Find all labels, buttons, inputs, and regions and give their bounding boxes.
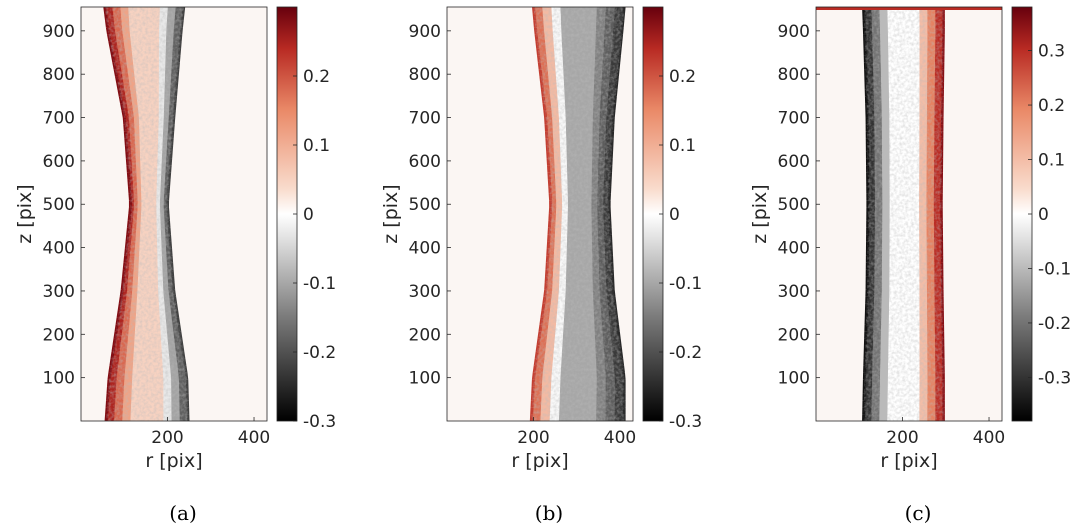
y-tick-label: 400 bbox=[43, 239, 75, 259]
colorbar-tick-label: 0.2 bbox=[303, 67, 330, 87]
panel-caption: (c) bbox=[905, 501, 932, 525]
y-tick-label: 700 bbox=[409, 109, 441, 129]
colorbar-tick-label: 0 bbox=[669, 205, 680, 225]
colorbar-tick-label: 0 bbox=[1038, 205, 1049, 225]
colorbar-tick-label: 0.1 bbox=[1038, 151, 1065, 171]
panel-caption: (a) bbox=[169, 501, 197, 525]
panel-caption: (b) bbox=[535, 501, 563, 525]
y-tick-label: 200 bbox=[409, 325, 441, 345]
y-tick-label: 300 bbox=[43, 282, 75, 302]
y-axis-title: z [pix] bbox=[749, 184, 771, 243]
y-tick-label: 600 bbox=[409, 152, 441, 172]
y-tick-label: 900 bbox=[409, 22, 441, 42]
x-tick-label: 200 bbox=[151, 428, 183, 448]
speckle-texture bbox=[104, 7, 189, 421]
colorbar-tick-label: -0.3 bbox=[303, 412, 336, 432]
y-tick-label: 400 bbox=[778, 239, 810, 259]
x-tick-label: 200 bbox=[886, 428, 918, 448]
axes-box bbox=[446, 6, 634, 422]
y-tick-label: 800 bbox=[409, 65, 441, 85]
colorbar-tick-label: -0.1 bbox=[669, 274, 702, 294]
y-tick-label: 900 bbox=[43, 22, 75, 42]
y-tick-label: 500 bbox=[778, 195, 810, 215]
y-tick-label: 500 bbox=[409, 195, 441, 215]
colorbar-tick-label: 0.1 bbox=[303, 136, 330, 156]
y-axis-title: z [pix] bbox=[14, 184, 36, 243]
y-tick-label: 300 bbox=[778, 282, 810, 302]
axes-box bbox=[815, 6, 1003, 422]
heatmap-field bbox=[816, 7, 1002, 421]
y-tick-label: 700 bbox=[778, 109, 810, 129]
y-tick-label: 100 bbox=[43, 369, 75, 389]
colorbar-tick-label: 0.3 bbox=[1038, 42, 1065, 62]
colorbar-tick-label: -0.2 bbox=[669, 343, 702, 363]
y-tick-label: 500 bbox=[43, 195, 75, 215]
colorbar-tick-label: -0.2 bbox=[1038, 314, 1071, 334]
colorbar-tick-label: -0.1 bbox=[303, 274, 336, 294]
x-axis-title: r [pix] bbox=[511, 450, 568, 472]
panel-3: 100 200 300 400 500 600 700 800 900 200 400 r [pix]… bbox=[749, 6, 1071, 525]
panel-1: 100 200 300 400 500 600 700 800 900 200 400 r [pix]… bbox=[14, 6, 336, 525]
colorbar-tick-label: 0.1 bbox=[669, 136, 696, 156]
y-tick-label: 200 bbox=[43, 325, 75, 345]
x-tick-label: 400 bbox=[238, 428, 270, 448]
colorbar-tick-label: -0.3 bbox=[669, 412, 702, 432]
y-tick-label: 600 bbox=[43, 152, 75, 172]
panel-2: 100 200 300 400 500 600 700 800 900 200 400 r [pix]… bbox=[380, 6, 702, 525]
top-band bbox=[816, 7, 1002, 10]
y-axis-title: z [pix] bbox=[380, 184, 402, 243]
axes-box bbox=[80, 6, 268, 422]
y-tick-label: 700 bbox=[43, 109, 75, 129]
y-tick-label: 100 bbox=[409, 369, 441, 389]
colorbar-tick-label: 0.2 bbox=[669, 67, 696, 87]
x-tick-label: 200 bbox=[517, 428, 549, 448]
colorbar-tick-label: -0.1 bbox=[1038, 259, 1071, 279]
x-tick-label: 400 bbox=[604, 428, 636, 448]
y-tick-label: 600 bbox=[778, 152, 810, 172]
y-tick-label: 400 bbox=[409, 239, 441, 259]
colorbar-tick-label: -0.3 bbox=[1038, 368, 1071, 388]
y-tick-label: 800 bbox=[778, 65, 810, 85]
heatmap-field bbox=[103, 7, 190, 421]
colorbar-tick-label: 0 bbox=[303, 205, 314, 225]
y-tick-label: 800 bbox=[43, 65, 75, 85]
y-tick-label: 900 bbox=[778, 22, 810, 42]
speckle-texture bbox=[531, 7, 625, 421]
colorbar-tick-label: -0.2 bbox=[303, 343, 336, 363]
y-tick-label: 200 bbox=[778, 325, 810, 345]
speckle-texture bbox=[863, 7, 944, 421]
x-tick-label: 400 bbox=[973, 428, 1005, 448]
heatmap-field bbox=[529, 7, 626, 421]
y-tick-label: 100 bbox=[778, 369, 810, 389]
colorbar-tick-label: 0.2 bbox=[1038, 96, 1065, 116]
x-axis-title: r [pix] bbox=[880, 450, 937, 472]
x-axis-title: r [pix] bbox=[145, 450, 202, 472]
y-tick-label: 300 bbox=[409, 282, 441, 302]
